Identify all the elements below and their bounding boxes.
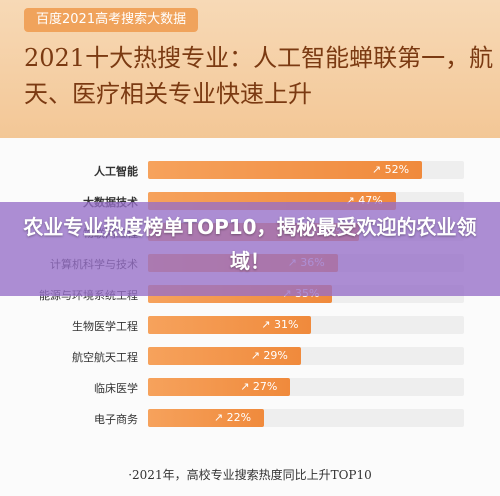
category-label: 人工智能 <box>94 165 138 178</box>
category-label: 生物医学工程 <box>72 320 138 333</box>
headline: 2021十大热搜专业：人工智能蝉联第一，航天、医疗相关专业快速上升 <box>24 44 494 108</box>
bar <box>148 316 312 334</box>
bar-chart: 人工智能↗ 52%大数据技术↗ 47%物联网工程↗ 40%计算机科学与技术↗ 3… <box>0 150 500 480</box>
bar <box>148 161 422 179</box>
category-label: 电子商务 <box>94 413 138 426</box>
category-label: 临床医学 <box>94 382 138 395</box>
bar <box>148 409 264 427</box>
hero-banner: 百度2021高考搜索大数据 2021十大热搜专业：人工智能蝉联第一，航天、医疗相… <box>0 0 500 138</box>
bar-value-label: ↗ 22% <box>213 411 252 424</box>
overlay-band <box>0 202 500 296</box>
source-tag: 百度2021高考搜索大数据 <box>24 8 199 32</box>
bar-value-label: ↗ 29% <box>250 349 288 362</box>
bar-value-label: ↗ 27% <box>240 380 278 393</box>
chart-footnote: ·2021年，高校专业搜索热度同比上升TOP10 <box>128 468 372 482</box>
category-label: 航空航天工程 <box>72 351 138 364</box>
bar <box>148 378 291 396</box>
bar-value-label: ↗ 31% <box>261 318 299 331</box>
bar-value-label: ↗ 52% <box>371 163 410 176</box>
overlay-title: 农业专业热度榜单TOP10，揭秘最受欢迎的农业领域！ <box>23 215 477 273</box>
bar <box>148 347 301 365</box>
